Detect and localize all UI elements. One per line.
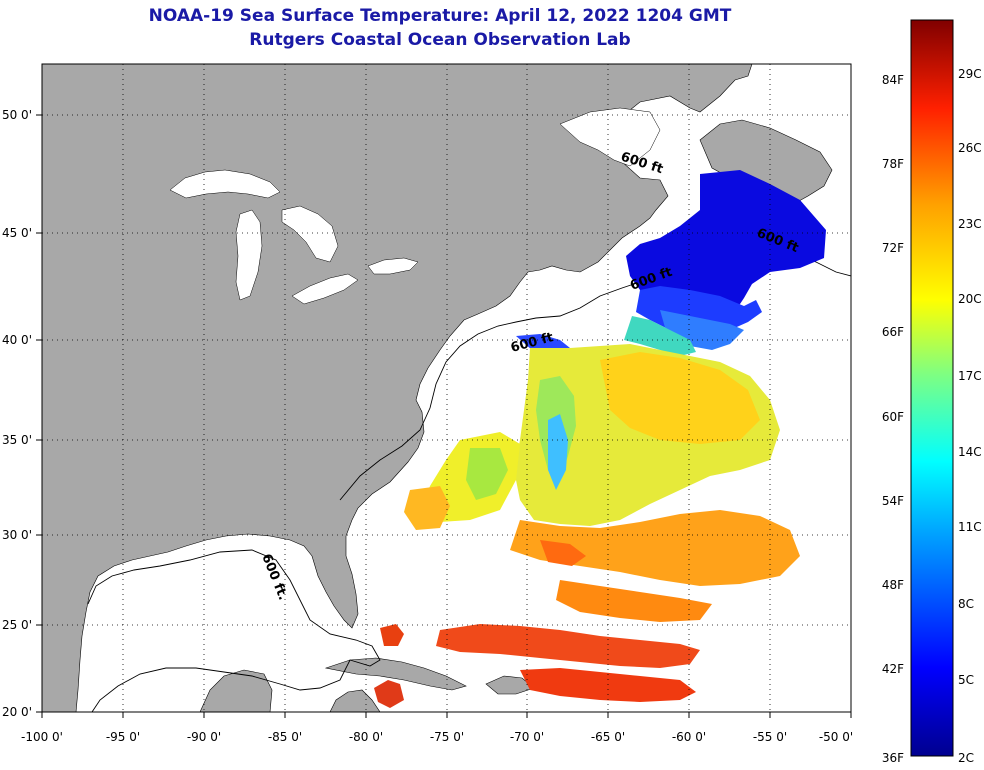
lon-label: -80 0': [349, 730, 383, 744]
land-yucatan: [199, 669, 273, 712]
lon-label: -50 0': [819, 730, 853, 744]
colorbar-celsius-labels: 29C 26C 23C 20C 17C 14C 11C 8C 5C 2C: [958, 67, 982, 765]
gulf-st-lawrence: [559, 107, 661, 167]
cb-f-label: 36F: [882, 751, 904, 765]
lake-erie: [291, 273, 359, 305]
lake-huron: [281, 205, 339, 263]
longitude-labels: -100 0' -95 0' -90 0' -85 0' -80 0' -75 …: [21, 730, 853, 744]
lon-label: -60 0': [672, 730, 706, 744]
colorbar: 84F 78F 72F 66F 60F 54F 48F 42F 36F 29C …: [882, 19, 982, 765]
lon-label: -70 0': [510, 730, 544, 744]
cb-c-label: 20C: [958, 292, 982, 306]
map-subtitle: Rutgers Coastal Ocean Observation Lab: [249, 30, 631, 50]
cb-f-label: 48F: [882, 578, 904, 592]
lon-label: -55 0': [753, 730, 787, 744]
land-cuba: [324, 657, 467, 691]
cb-f-label: 84F: [882, 73, 904, 87]
lat-label: 35 0': [2, 433, 32, 447]
lat-label: 50 0': [2, 108, 32, 122]
lat-label: 30 0': [2, 528, 32, 542]
lon-label: -100 0': [21, 730, 63, 744]
cb-f-label: 72F: [882, 241, 904, 255]
map-canvas: 600 ft 600 ft 600 ft 600 ft 600 ft.: [42, 64, 851, 712]
axis-ticks: [36, 114, 852, 718]
cb-f-label: 66F: [882, 325, 904, 339]
colorbar-gradient: [910, 19, 954, 757]
land-central-america: [329, 689, 381, 712]
lon-label: -65 0': [591, 730, 625, 744]
colorbar-fahrenheit-labels: 84F 78F 72F 66F 60F 54F 48F 42F 36F: [882, 73, 904, 765]
lon-label: -75 0': [430, 730, 464, 744]
lake-superior: [169, 169, 281, 199]
cb-f-label: 78F: [882, 157, 904, 171]
lat-label: 45 0': [2, 226, 32, 240]
cb-c-label: 26C: [958, 141, 982, 155]
lon-label: -95 0': [106, 730, 140, 744]
graticule: [42, 64, 851, 712]
lake-ontario: [367, 257, 419, 275]
cb-c-label: 17C: [958, 369, 982, 383]
cb-f-label: 54F: [882, 494, 904, 508]
cb-c-label: 2C: [958, 751, 974, 765]
shelf-contour: [87, 549, 381, 712]
lat-label: 25 0': [2, 618, 32, 632]
lat-label: 40 0': [2, 333, 32, 347]
cb-c-label: 11C: [958, 520, 982, 534]
cb-c-label: 29C: [958, 67, 982, 81]
sst-data-layer: [374, 170, 826, 708]
cb-c-label: 23C: [958, 217, 982, 231]
lat-label: 20 0': [2, 705, 32, 719]
cb-c-label: 5C: [958, 673, 974, 687]
cb-c-label: 8C: [958, 597, 974, 611]
cb-c-label: 14C: [958, 445, 982, 459]
cb-f-label: 60F: [882, 410, 904, 424]
cb-f-label: 42F: [882, 662, 904, 676]
lon-label: -85 0': [268, 730, 302, 744]
lake-michigan: [235, 209, 263, 301]
map-title: NOAA-19 Sea Surface Temperature: April 1…: [148, 6, 732, 26]
latitude-labels: 20 0' 25 0' 30 0' 35 0' 40 0' 45 0' 50 0…: [2, 108, 32, 719]
lon-label: -90 0': [187, 730, 221, 744]
